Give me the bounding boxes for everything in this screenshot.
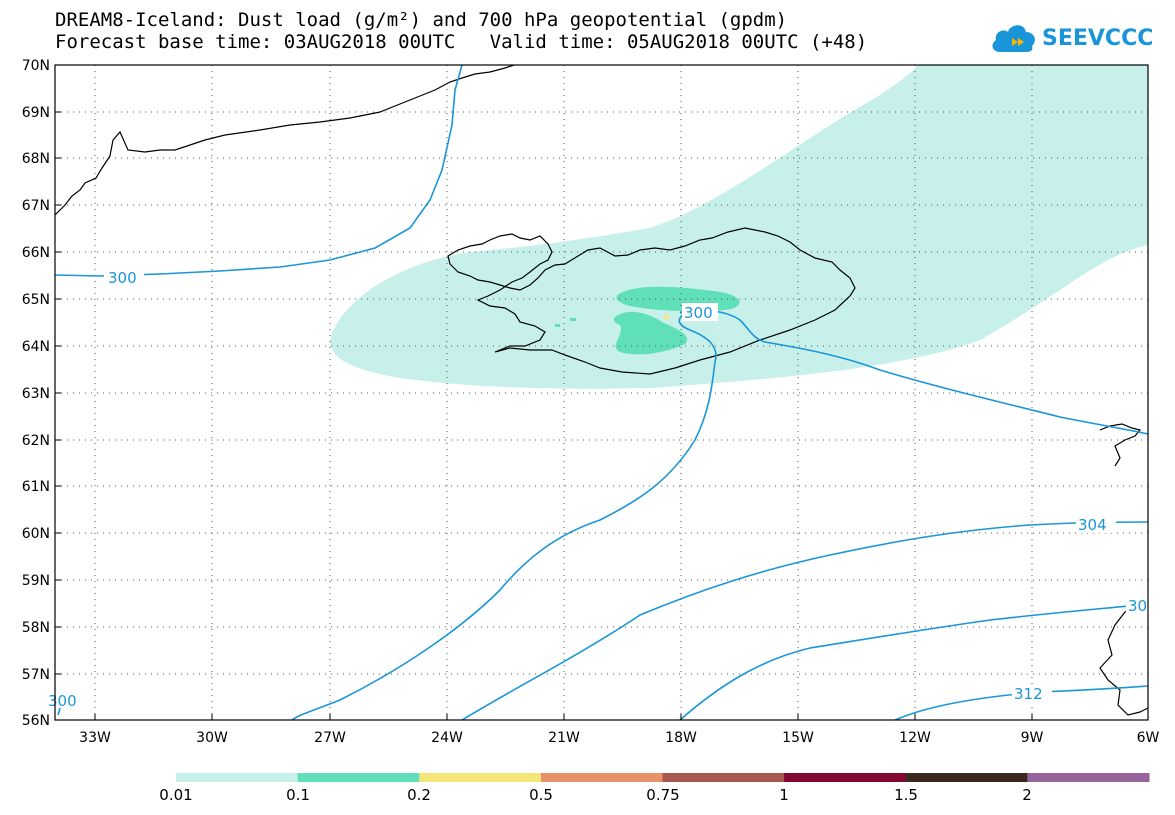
lat-label: 61N: [22, 479, 50, 495]
lat-label: 60N: [22, 526, 50, 542]
lon-label: 6W: [1137, 730, 1160, 746]
lat-label: 65N: [22, 292, 50, 308]
contour-300-center: [291, 312, 717, 721]
colorbar-label: 0.2: [407, 786, 431, 804]
colorbar-label: 0.75: [646, 786, 679, 804]
latitude-labels: 70N 69N 68N 67N 66N 65N 64N 63N 62N 61N …: [22, 58, 50, 729]
lat-label: 68N: [22, 151, 50, 167]
contour-label-group: 300 300 300 304 30 312: [48, 268, 1148, 710]
logo-text: SEEVCCC: [1042, 26, 1154, 51]
colorbar-segment: [297, 773, 420, 782]
dust-dot-west: [555, 324, 560, 327]
colorbar-segment: [905, 773, 1028, 782]
lat-label: 66N: [22, 245, 50, 261]
lon-label: 9W: [1021, 730, 1044, 746]
lat-label: 64N: [22, 339, 50, 355]
lon-label: 12W: [899, 730, 931, 746]
dust-dot-high: [664, 315, 669, 319]
contour-label-300-sw: 300: [48, 692, 77, 710]
contour-label-300-north: 300: [108, 269, 137, 287]
lat-label: 70N: [22, 58, 50, 74]
scotland-coast: [1099, 599, 1149, 716]
iceland-coast: [447, 227, 856, 375]
cloud-logo-icon: [992, 25, 1035, 52]
lon-label: 33W: [79, 730, 111, 746]
coastlines: [54, 64, 1149, 716]
contour-304: [461, 521, 1149, 721]
lat-label: 63N: [22, 386, 50, 402]
dust-region-low: [330, 65, 1148, 389]
lon-label: 21W: [548, 730, 580, 746]
grid-lines: [55, 65, 1148, 720]
dust-dot-west2: [570, 318, 576, 321]
contour-label-300-center: 300: [684, 304, 713, 322]
lon-label: 18W: [665, 730, 697, 746]
lat-label: 56N: [22, 713, 50, 729]
contour-label-304: 304: [1078, 516, 1107, 534]
contour-label-308: 30: [1128, 597, 1147, 615]
faroe-coast: [1099, 423, 1142, 467]
colorbar-label: 2: [1022, 786, 1032, 804]
contour-308: [679, 603, 1149, 721]
lat-label: 67N: [22, 198, 50, 214]
colorbar-label: 0.5: [529, 786, 553, 804]
lat-label: 57N: [22, 667, 50, 683]
contour-300-east: [679, 309, 1149, 435]
colorbar-segment: [540, 773, 663, 782]
longitude-labels: 33W 30W 27W 24W 21W 18W 15W 12W 9W 6W: [79, 730, 1159, 746]
lon-label: 15W: [782, 730, 814, 746]
colorbar-label: 0.1: [286, 786, 310, 804]
colorbar: [176, 773, 1150, 782]
lat-label: 58N: [22, 620, 50, 636]
dust-region-mid-b: [613, 311, 688, 355]
tick-marks: [55, 64, 1033, 720]
colorbar-label: 1.5: [894, 786, 918, 804]
contour-label-312: 312: [1014, 685, 1043, 703]
greenland-coast: [54, 64, 515, 216]
colorbar-label: 0.01: [159, 786, 192, 804]
map-title-line1: DREAM8-Iceland: Dust load (g/m²) and 700…: [55, 9, 788, 31]
lon-label: 24W: [431, 730, 463, 746]
map-title-line2: Forecast base time: 03AUG2018 00UTC Vali…: [55, 31, 868, 53]
lon-label: 27W: [314, 730, 346, 746]
colorbar-segment: [1027, 773, 1150, 782]
colorbar-labels: 0.01 0.1 0.2 0.5 0.75 1 1.5 2: [159, 786, 1031, 804]
seevccc-logo: SEEVCCC: [990, 22, 1160, 58]
colorbar-segment: [662, 773, 785, 782]
lat-label: 62N: [22, 433, 50, 449]
colorbar-label: 1: [779, 786, 789, 804]
lon-label: 30W: [196, 730, 228, 746]
contour-300-north: [54, 64, 463, 277]
colorbar-segment: [784, 773, 907, 782]
colorbar-segment: [176, 773, 299, 782]
lat-label: 59N: [22, 573, 50, 589]
colorbar-segment: [419, 773, 542, 782]
lat-label: 69N: [22, 105, 50, 121]
